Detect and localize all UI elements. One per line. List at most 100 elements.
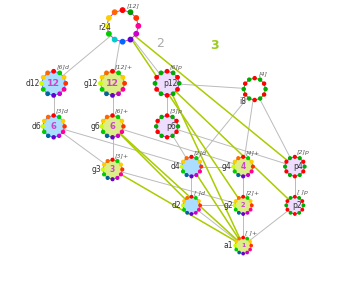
Circle shape xyxy=(286,208,289,211)
Circle shape xyxy=(302,170,305,173)
Text: [ ]p: [ ]p xyxy=(297,190,308,195)
Circle shape xyxy=(171,92,175,96)
Circle shape xyxy=(233,170,236,173)
Text: p6: p6 xyxy=(167,122,176,131)
Polygon shape xyxy=(235,197,252,214)
Circle shape xyxy=(176,88,179,91)
Circle shape xyxy=(159,71,163,75)
Circle shape xyxy=(246,197,249,199)
Circle shape xyxy=(120,8,125,12)
Circle shape xyxy=(258,78,262,81)
Circle shape xyxy=(199,170,201,173)
Circle shape xyxy=(253,77,256,80)
Circle shape xyxy=(159,92,163,96)
Circle shape xyxy=(289,174,291,176)
Circle shape xyxy=(237,174,240,176)
Circle shape xyxy=(99,82,102,85)
Circle shape xyxy=(285,160,288,163)
Circle shape xyxy=(249,248,251,251)
Text: [6]d: [6]d xyxy=(57,64,69,69)
Polygon shape xyxy=(155,71,179,96)
Circle shape xyxy=(198,208,200,211)
Circle shape xyxy=(121,88,125,91)
Text: d4: d4 xyxy=(171,162,181,171)
Circle shape xyxy=(120,163,122,166)
Circle shape xyxy=(235,248,237,251)
Circle shape xyxy=(43,130,46,133)
Text: [ ]d: [ ]d xyxy=(194,190,205,195)
Circle shape xyxy=(195,157,198,159)
Circle shape xyxy=(111,114,114,117)
Text: [12]: [12] xyxy=(127,3,140,8)
Circle shape xyxy=(234,208,237,211)
Circle shape xyxy=(249,241,251,243)
Polygon shape xyxy=(286,197,303,214)
Circle shape xyxy=(58,71,61,75)
Circle shape xyxy=(117,92,120,96)
Circle shape xyxy=(41,88,45,91)
Polygon shape xyxy=(156,115,178,137)
Polygon shape xyxy=(183,197,200,214)
Circle shape xyxy=(107,16,111,20)
Circle shape xyxy=(302,204,305,207)
Circle shape xyxy=(298,157,301,159)
Circle shape xyxy=(121,168,123,171)
Circle shape xyxy=(107,32,111,36)
Text: g12: g12 xyxy=(84,79,98,88)
Circle shape xyxy=(233,160,236,163)
Circle shape xyxy=(232,165,235,168)
Circle shape xyxy=(302,160,305,163)
Circle shape xyxy=(258,97,262,100)
Circle shape xyxy=(175,130,178,133)
Circle shape xyxy=(102,120,105,122)
Circle shape xyxy=(246,251,248,254)
Circle shape xyxy=(289,157,291,159)
Circle shape xyxy=(303,165,306,168)
Circle shape xyxy=(41,76,45,79)
Circle shape xyxy=(185,157,188,159)
Circle shape xyxy=(248,78,251,81)
Circle shape xyxy=(183,208,185,211)
Circle shape xyxy=(244,82,247,85)
Circle shape xyxy=(264,88,267,91)
Circle shape xyxy=(58,92,61,96)
Text: d12: d12 xyxy=(26,79,40,88)
Circle shape xyxy=(252,165,254,168)
Circle shape xyxy=(46,71,49,75)
Circle shape xyxy=(166,114,168,117)
Circle shape xyxy=(103,173,105,176)
Circle shape xyxy=(182,160,184,163)
Circle shape xyxy=(40,82,43,85)
Text: i8: i8 xyxy=(240,97,247,106)
Text: 3: 3 xyxy=(210,40,219,52)
Text: p4: p4 xyxy=(294,162,303,171)
Circle shape xyxy=(244,93,247,96)
Circle shape xyxy=(175,120,178,122)
Polygon shape xyxy=(235,238,251,254)
Circle shape xyxy=(134,32,139,36)
Circle shape xyxy=(301,200,303,202)
Circle shape xyxy=(293,156,296,158)
Circle shape xyxy=(62,88,66,91)
Circle shape xyxy=(105,134,109,137)
Circle shape xyxy=(301,208,303,211)
Circle shape xyxy=(242,175,244,178)
Circle shape xyxy=(246,212,249,214)
Circle shape xyxy=(155,125,158,128)
Circle shape xyxy=(111,94,114,97)
Circle shape xyxy=(121,120,123,122)
Polygon shape xyxy=(42,71,66,96)
Circle shape xyxy=(262,82,266,85)
Text: [4]+: [4]+ xyxy=(246,150,260,155)
Circle shape xyxy=(294,213,296,215)
Circle shape xyxy=(238,197,240,199)
Circle shape xyxy=(284,165,287,168)
Circle shape xyxy=(128,10,133,14)
Circle shape xyxy=(298,197,300,199)
Circle shape xyxy=(176,76,179,79)
Polygon shape xyxy=(102,115,123,137)
Polygon shape xyxy=(43,115,64,137)
Circle shape xyxy=(177,82,181,85)
Circle shape xyxy=(185,174,188,176)
Text: [2]p: [2]p xyxy=(297,150,310,155)
